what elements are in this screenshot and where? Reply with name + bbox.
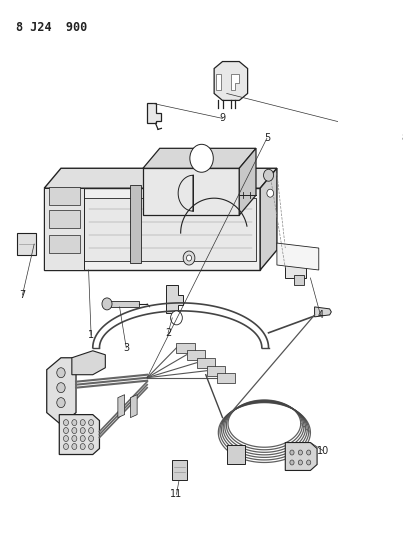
Polygon shape — [44, 168, 277, 188]
Text: 5: 5 — [264, 133, 270, 143]
Polygon shape — [315, 307, 331, 317]
Polygon shape — [110, 301, 139, 307]
Polygon shape — [131, 185, 141, 263]
Polygon shape — [44, 188, 84, 270]
Polygon shape — [166, 285, 183, 313]
Circle shape — [72, 443, 77, 449]
Polygon shape — [187, 350, 205, 360]
Polygon shape — [217, 373, 235, 383]
Circle shape — [187, 255, 191, 261]
Polygon shape — [214, 61, 247, 100]
Polygon shape — [49, 210, 80, 228]
Circle shape — [80, 427, 85, 433]
Circle shape — [80, 443, 85, 449]
Text: 8 J24  900: 8 J24 900 — [16, 21, 87, 34]
Polygon shape — [72, 351, 105, 375]
Polygon shape — [216, 74, 221, 91]
Circle shape — [290, 460, 294, 465]
Polygon shape — [49, 235, 80, 253]
Circle shape — [72, 419, 77, 425]
Text: 10: 10 — [317, 446, 329, 456]
Polygon shape — [227, 445, 245, 464]
Circle shape — [57, 368, 65, 378]
Circle shape — [298, 450, 302, 455]
Circle shape — [63, 427, 69, 433]
Polygon shape — [49, 187, 80, 205]
Circle shape — [183, 251, 195, 265]
Text: 7: 7 — [19, 290, 25, 300]
Circle shape — [264, 169, 274, 181]
Polygon shape — [131, 394, 137, 417]
Circle shape — [190, 144, 213, 172]
Polygon shape — [143, 168, 239, 215]
Circle shape — [307, 450, 311, 455]
Polygon shape — [177, 343, 195, 353]
Text: 4: 4 — [318, 310, 324, 320]
Polygon shape — [239, 148, 256, 215]
Polygon shape — [47, 358, 76, 425]
Circle shape — [89, 435, 93, 441]
Circle shape — [170, 311, 182, 325]
Circle shape — [89, 419, 93, 425]
Circle shape — [72, 427, 77, 433]
Circle shape — [307, 460, 311, 465]
Polygon shape — [285, 248, 315, 278]
Polygon shape — [260, 168, 277, 270]
Polygon shape — [285, 442, 317, 471]
Circle shape — [57, 383, 65, 393]
Polygon shape — [143, 148, 256, 168]
Text: 8: 8 — [401, 133, 403, 143]
Polygon shape — [59, 415, 100, 455]
Circle shape — [72, 435, 77, 441]
Polygon shape — [277, 243, 319, 270]
Text: 3: 3 — [123, 343, 129, 353]
Circle shape — [89, 427, 93, 433]
Text: 11: 11 — [170, 489, 183, 499]
Polygon shape — [84, 198, 256, 261]
Text: 9: 9 — [220, 114, 226, 123]
Polygon shape — [197, 358, 215, 368]
Circle shape — [298, 460, 302, 465]
Circle shape — [89, 443, 93, 449]
Circle shape — [57, 398, 65, 408]
Circle shape — [80, 419, 85, 425]
Text: 1: 1 — [88, 330, 94, 340]
Text: 2: 2 — [165, 328, 171, 338]
Polygon shape — [172, 461, 187, 480]
Circle shape — [63, 419, 69, 425]
Circle shape — [267, 189, 274, 197]
Circle shape — [80, 435, 85, 441]
Polygon shape — [17, 233, 36, 255]
Polygon shape — [147, 103, 162, 123]
Circle shape — [63, 443, 69, 449]
Circle shape — [290, 450, 294, 455]
Polygon shape — [294, 275, 304, 285]
Polygon shape — [44, 188, 260, 270]
Circle shape — [102, 298, 112, 310]
Polygon shape — [118, 394, 125, 417]
Circle shape — [63, 435, 69, 441]
Polygon shape — [231, 74, 239, 91]
Polygon shape — [207, 366, 225, 376]
